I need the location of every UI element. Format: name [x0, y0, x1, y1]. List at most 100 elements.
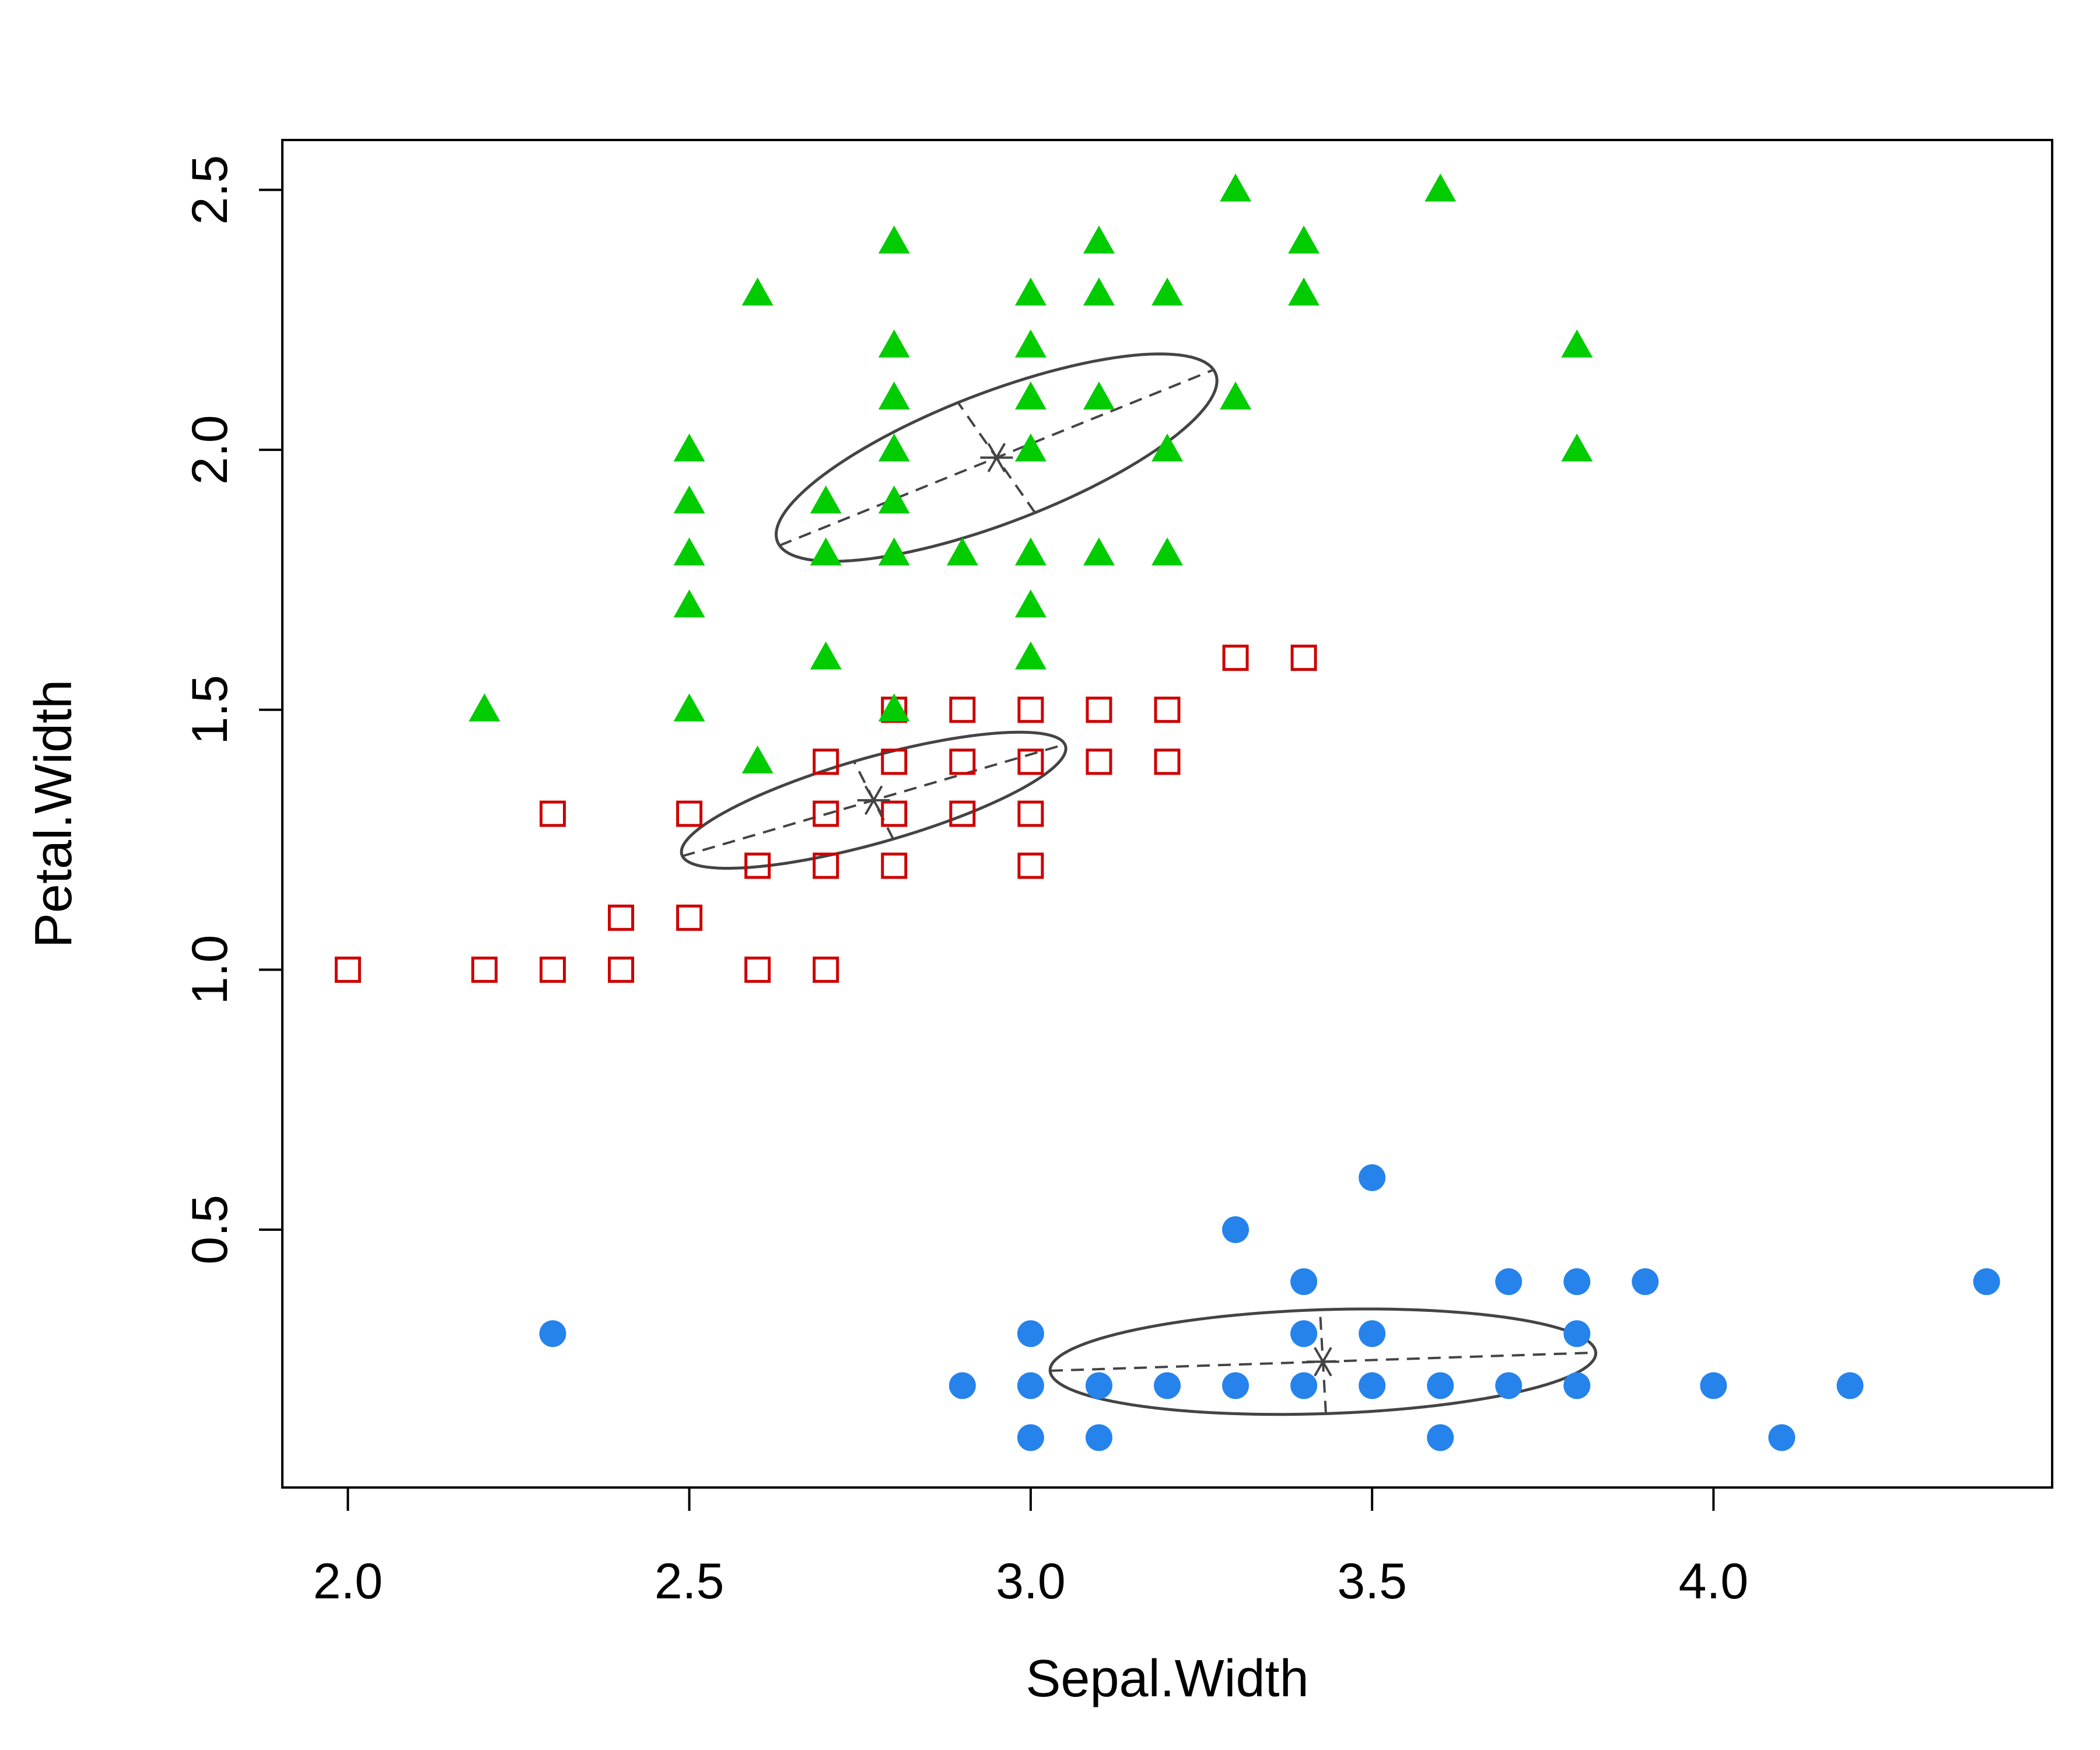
data-point	[1017, 696, 1044, 723]
data-point	[744, 956, 771, 983]
data-point	[539, 1320, 566, 1348]
x-tick-label: 2.5	[654, 1553, 724, 1609]
data-point	[1288, 277, 1320, 306]
data-point	[949, 696, 976, 723]
data-point	[1222, 1372, 1250, 1399]
x-axis-label: Sepal.Width	[1026, 1650, 1308, 1708]
data-point	[1014, 433, 1046, 462]
x-tick-label: 2.0	[313, 1553, 383, 1609]
data-point	[334, 956, 361, 983]
data-point	[540, 956, 566, 983]
data-point	[813, 956, 839, 983]
data-point	[878, 382, 910, 410]
data-point	[1563, 1268, 1591, 1296]
data-point	[878, 225, 910, 254]
data-point	[1085, 1424, 1112, 1451]
y-axis-label: Petal.Width	[24, 680, 83, 948]
data-point	[1014, 537, 1046, 566]
data-point	[878, 537, 910, 566]
data-point	[673, 485, 705, 514]
data-point	[673, 433, 705, 462]
data-point	[1220, 382, 1252, 410]
data-point	[1152, 277, 1183, 306]
data-point	[673, 537, 705, 566]
data-point	[540, 800, 566, 827]
x-tick-label: 3.5	[1337, 1553, 1407, 1609]
y-tick-label: 0.5	[182, 1195, 238, 1265]
data-point	[878, 329, 910, 358]
data-point	[1154, 696, 1181, 723]
data-point	[949, 748, 976, 775]
x-tick-label: 3.0	[996, 1553, 1066, 1609]
data-point	[1632, 1268, 1659, 1296]
data-point	[1561, 433, 1593, 462]
y-axis: 0.5 1.0 1.5 2.0 2.5	[182, 155, 284, 1265]
x-axis: 2.0 2.5 3.0 3.5 4.0	[313, 1486, 1749, 1609]
data-point	[949, 1372, 976, 1399]
data-point	[1152, 537, 1183, 566]
data-point	[813, 748, 839, 775]
y-tick-label: 2.5	[182, 155, 238, 225]
confidence-ellipse	[680, 730, 1068, 870]
data-point	[1014, 589, 1046, 618]
data-point	[1290, 1320, 1318, 1348]
data-point	[1290, 1268, 1318, 1296]
data-point	[1085, 1372, 1112, 1399]
data-point	[1017, 1320, 1044, 1348]
data-point	[1014, 641, 1046, 670]
data-point	[1290, 1372, 1318, 1399]
data-point	[1290, 645, 1317, 671]
data-point	[810, 641, 842, 670]
data-point	[741, 277, 774, 306]
data-point	[1424, 173, 1457, 202]
data-point	[1495, 1372, 1522, 1399]
data-point	[949, 800, 976, 827]
data-point	[813, 852, 839, 879]
data-point	[1083, 537, 1115, 566]
data-point	[881, 852, 908, 879]
data-point	[1973, 1268, 2000, 1296]
data-point	[1086, 696, 1112, 723]
y-tick-label: 2.0	[182, 415, 238, 485]
data-point	[1017, 1372, 1044, 1399]
data-point	[1083, 382, 1115, 410]
data-point	[1563, 1320, 1591, 1348]
data-point	[1152, 433, 1183, 462]
data-point	[1014, 329, 1046, 358]
data-point	[676, 904, 703, 931]
data-point	[881, 800, 908, 827]
centroid-marker	[980, 443, 1013, 473]
data-point	[1154, 748, 1181, 775]
data-point	[1017, 852, 1044, 879]
data-point	[881, 748, 908, 775]
data-point	[1288, 225, 1320, 254]
plot-frame	[281, 139, 2053, 1489]
data-point	[676, 800, 703, 827]
data-point	[608, 904, 635, 931]
data-point	[1014, 382, 1046, 410]
data-point	[1495, 1268, 1522, 1296]
y-tick-label: 1.5	[182, 675, 238, 745]
data-point	[946, 537, 978, 566]
data-point	[1359, 1372, 1386, 1399]
data-point	[1427, 1424, 1454, 1451]
points-layer	[334, 173, 2000, 1451]
data-point	[1836, 1372, 1864, 1399]
centroid-marker	[857, 785, 890, 816]
x-tick-label: 4.0	[1679, 1553, 1749, 1609]
data-point	[813, 800, 839, 827]
data-point	[673, 693, 705, 722]
data-point	[1561, 329, 1593, 358]
data-point	[741, 745, 774, 774]
data-point	[1768, 1424, 1796, 1451]
data-point	[471, 956, 498, 983]
confidence-ellipse	[775, 352, 1219, 563]
data-point	[878, 693, 910, 722]
data-point	[1086, 748, 1112, 775]
data-point	[810, 537, 842, 566]
data-point	[1017, 1424, 1044, 1451]
data-point	[1563, 1372, 1591, 1399]
y-tick-label: 1.0	[182, 935, 238, 1005]
